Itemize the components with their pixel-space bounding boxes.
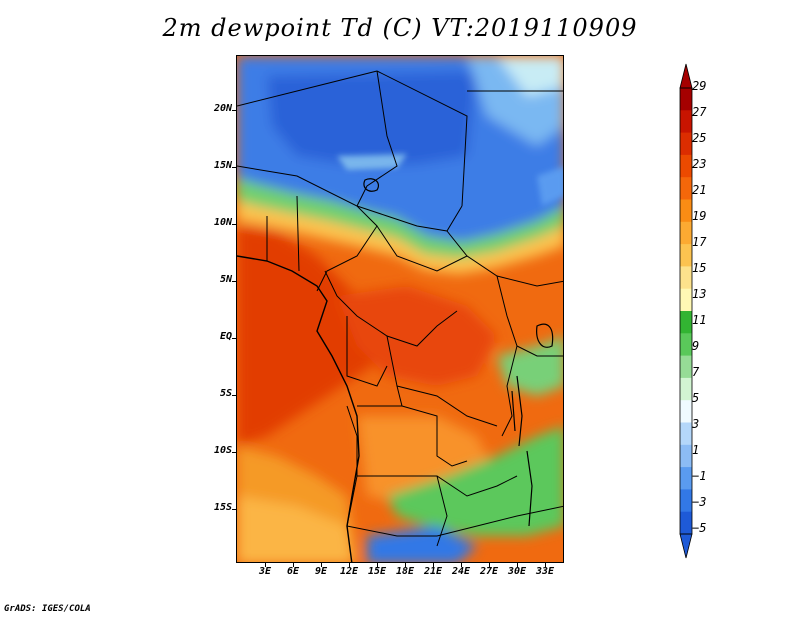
colorbar-label-3: 3 bbox=[692, 417, 700, 431]
dewpoint-map bbox=[236, 55, 564, 563]
field-eastafrica-green bbox=[497, 336, 563, 396]
lat-label-20n: 20N bbox=[213, 103, 232, 114]
field-horn-blue bbox=[537, 166, 563, 206]
colorbar-label-11: 11 bbox=[692, 313, 707, 327]
chart-title: 2m dewpoint Td (C) VT:2019110909 bbox=[162, 14, 638, 42]
colorbar-label-21: 21 bbox=[692, 183, 707, 197]
colorbar-label-7: 7 bbox=[692, 365, 700, 379]
lon-label-15e: 15E bbox=[367, 566, 387, 577]
colorbar-segment bbox=[680, 355, 692, 379]
field-southwest-yellow bbox=[237, 496, 352, 562]
lon-tick bbox=[405, 563, 406, 567]
coastline bbox=[237, 255, 360, 562]
colorbar-label-19: 19 bbox=[692, 209, 707, 223]
lat-label-eq: EQ bbox=[219, 331, 232, 342]
colorbar-label-27: 27 bbox=[692, 105, 707, 119]
colorbar-label-15: 15 bbox=[692, 261, 707, 275]
colorbar-segment bbox=[680, 199, 692, 223]
lon-label-9e: 9E bbox=[314, 566, 328, 577]
lon-label-6e: 6E bbox=[286, 566, 300, 577]
field-zambia-green bbox=[387, 426, 563, 536]
colorbar-segment bbox=[680, 422, 692, 446]
colorbar-segment bbox=[680, 154, 692, 178]
lat-label-10s: 10S bbox=[213, 445, 232, 456]
field-gulf-red bbox=[237, 226, 387, 446]
lon-tick bbox=[265, 563, 266, 567]
lat-label-5s: 5S bbox=[219, 388, 232, 399]
colorbar-segment bbox=[680, 400, 692, 423]
map-canvas bbox=[237, 56, 563, 562]
lat-tick bbox=[232, 110, 236, 111]
colorbar-label-5: 5 bbox=[692, 391, 700, 405]
lon-tick bbox=[489, 563, 490, 567]
colorbar-segment bbox=[680, 444, 692, 468]
colorbar-segment bbox=[680, 511, 692, 535]
colorbar-segment bbox=[680, 177, 692, 200]
colorbar-label-29: 29 bbox=[692, 79, 707, 93]
lon-label-18e: 18E bbox=[395, 566, 415, 577]
lat-tick bbox=[232, 452, 236, 453]
lat-tick bbox=[232, 509, 236, 510]
lon-label-27e: 27E bbox=[479, 566, 499, 577]
colorbar-label-13: 13 bbox=[692, 287, 707, 301]
colorbar bbox=[679, 63, 693, 559]
lat-tick bbox=[232, 281, 236, 282]
lon-tick bbox=[461, 563, 462, 567]
lon-label-24e: 24E bbox=[451, 566, 471, 577]
lat-label-15s: 15S bbox=[213, 502, 232, 513]
colorbar-bottom-arrow bbox=[679, 533, 693, 559]
colorbar-label-minus1: −1 bbox=[692, 469, 707, 483]
field-redsea bbox=[497, 56, 563, 96]
colorbar-label-minus5: −5 bbox=[692, 521, 707, 535]
colorbar-segment bbox=[680, 132, 692, 156]
field-sahel-green bbox=[237, 178, 563, 258]
lon-tick bbox=[321, 563, 322, 567]
lat-label-15n: 15N bbox=[213, 160, 232, 171]
lon-tick bbox=[545, 563, 546, 567]
lat-tick bbox=[232, 395, 236, 396]
colorbar-segment bbox=[680, 266, 692, 290]
colorbar-segment bbox=[680, 311, 692, 334]
colorbar-label-minus3: −3 bbox=[692, 495, 707, 509]
colorbar-label-23: 23 bbox=[692, 157, 707, 171]
colorbar-segment bbox=[680, 288, 692, 312]
colorbar-label-25: 25 bbox=[692, 131, 707, 145]
footer-credit: GrADS: IGES/COLA bbox=[4, 604, 91, 614]
colorbar-segment bbox=[680, 221, 692, 245]
colorbar-segment bbox=[680, 377, 692, 401]
lat-tick bbox=[232, 338, 236, 339]
colorbar-segment bbox=[680, 489, 692, 513]
lon-tick bbox=[433, 563, 434, 567]
field-sahara-deep bbox=[267, 71, 477, 166]
colorbar-label-1: 1 bbox=[692, 443, 700, 457]
colorbar-segment bbox=[680, 88, 692, 111]
lon-label-21e: 21E bbox=[423, 566, 443, 577]
colorbar-label-17: 17 bbox=[692, 235, 707, 249]
lakes bbox=[363, 178, 554, 527]
lon-tick bbox=[517, 563, 518, 567]
lon-tick bbox=[349, 563, 350, 567]
colorbar-segment bbox=[680, 110, 692, 134]
lon-tick bbox=[293, 563, 294, 567]
colorbar-segment bbox=[680, 333, 692, 357]
lon-label-30e: 30E bbox=[507, 566, 527, 577]
lat-label-5n: 5N bbox=[219, 274, 232, 285]
lat-label-10n: 10N bbox=[213, 217, 232, 228]
lat-tick bbox=[232, 167, 236, 168]
colorbar-segment bbox=[680, 467, 692, 490]
field-sahel-yellow bbox=[237, 201, 563, 274]
colorbar-label-9: 9 bbox=[692, 339, 700, 353]
lon-label-3e: 3E bbox=[258, 566, 272, 577]
lon-tick bbox=[377, 563, 378, 567]
field-lake-chad-light bbox=[337, 154, 407, 170]
colorbar-outline bbox=[679, 87, 693, 535]
colorbar-top-arrow bbox=[679, 63, 693, 89]
country-borders bbox=[237, 70, 563, 547]
colorbar-segment bbox=[680, 244, 692, 267]
lat-tick bbox=[232, 224, 236, 225]
lon-label-33e: 33E bbox=[535, 566, 555, 577]
lon-label-12e: 12E bbox=[339, 566, 359, 577]
